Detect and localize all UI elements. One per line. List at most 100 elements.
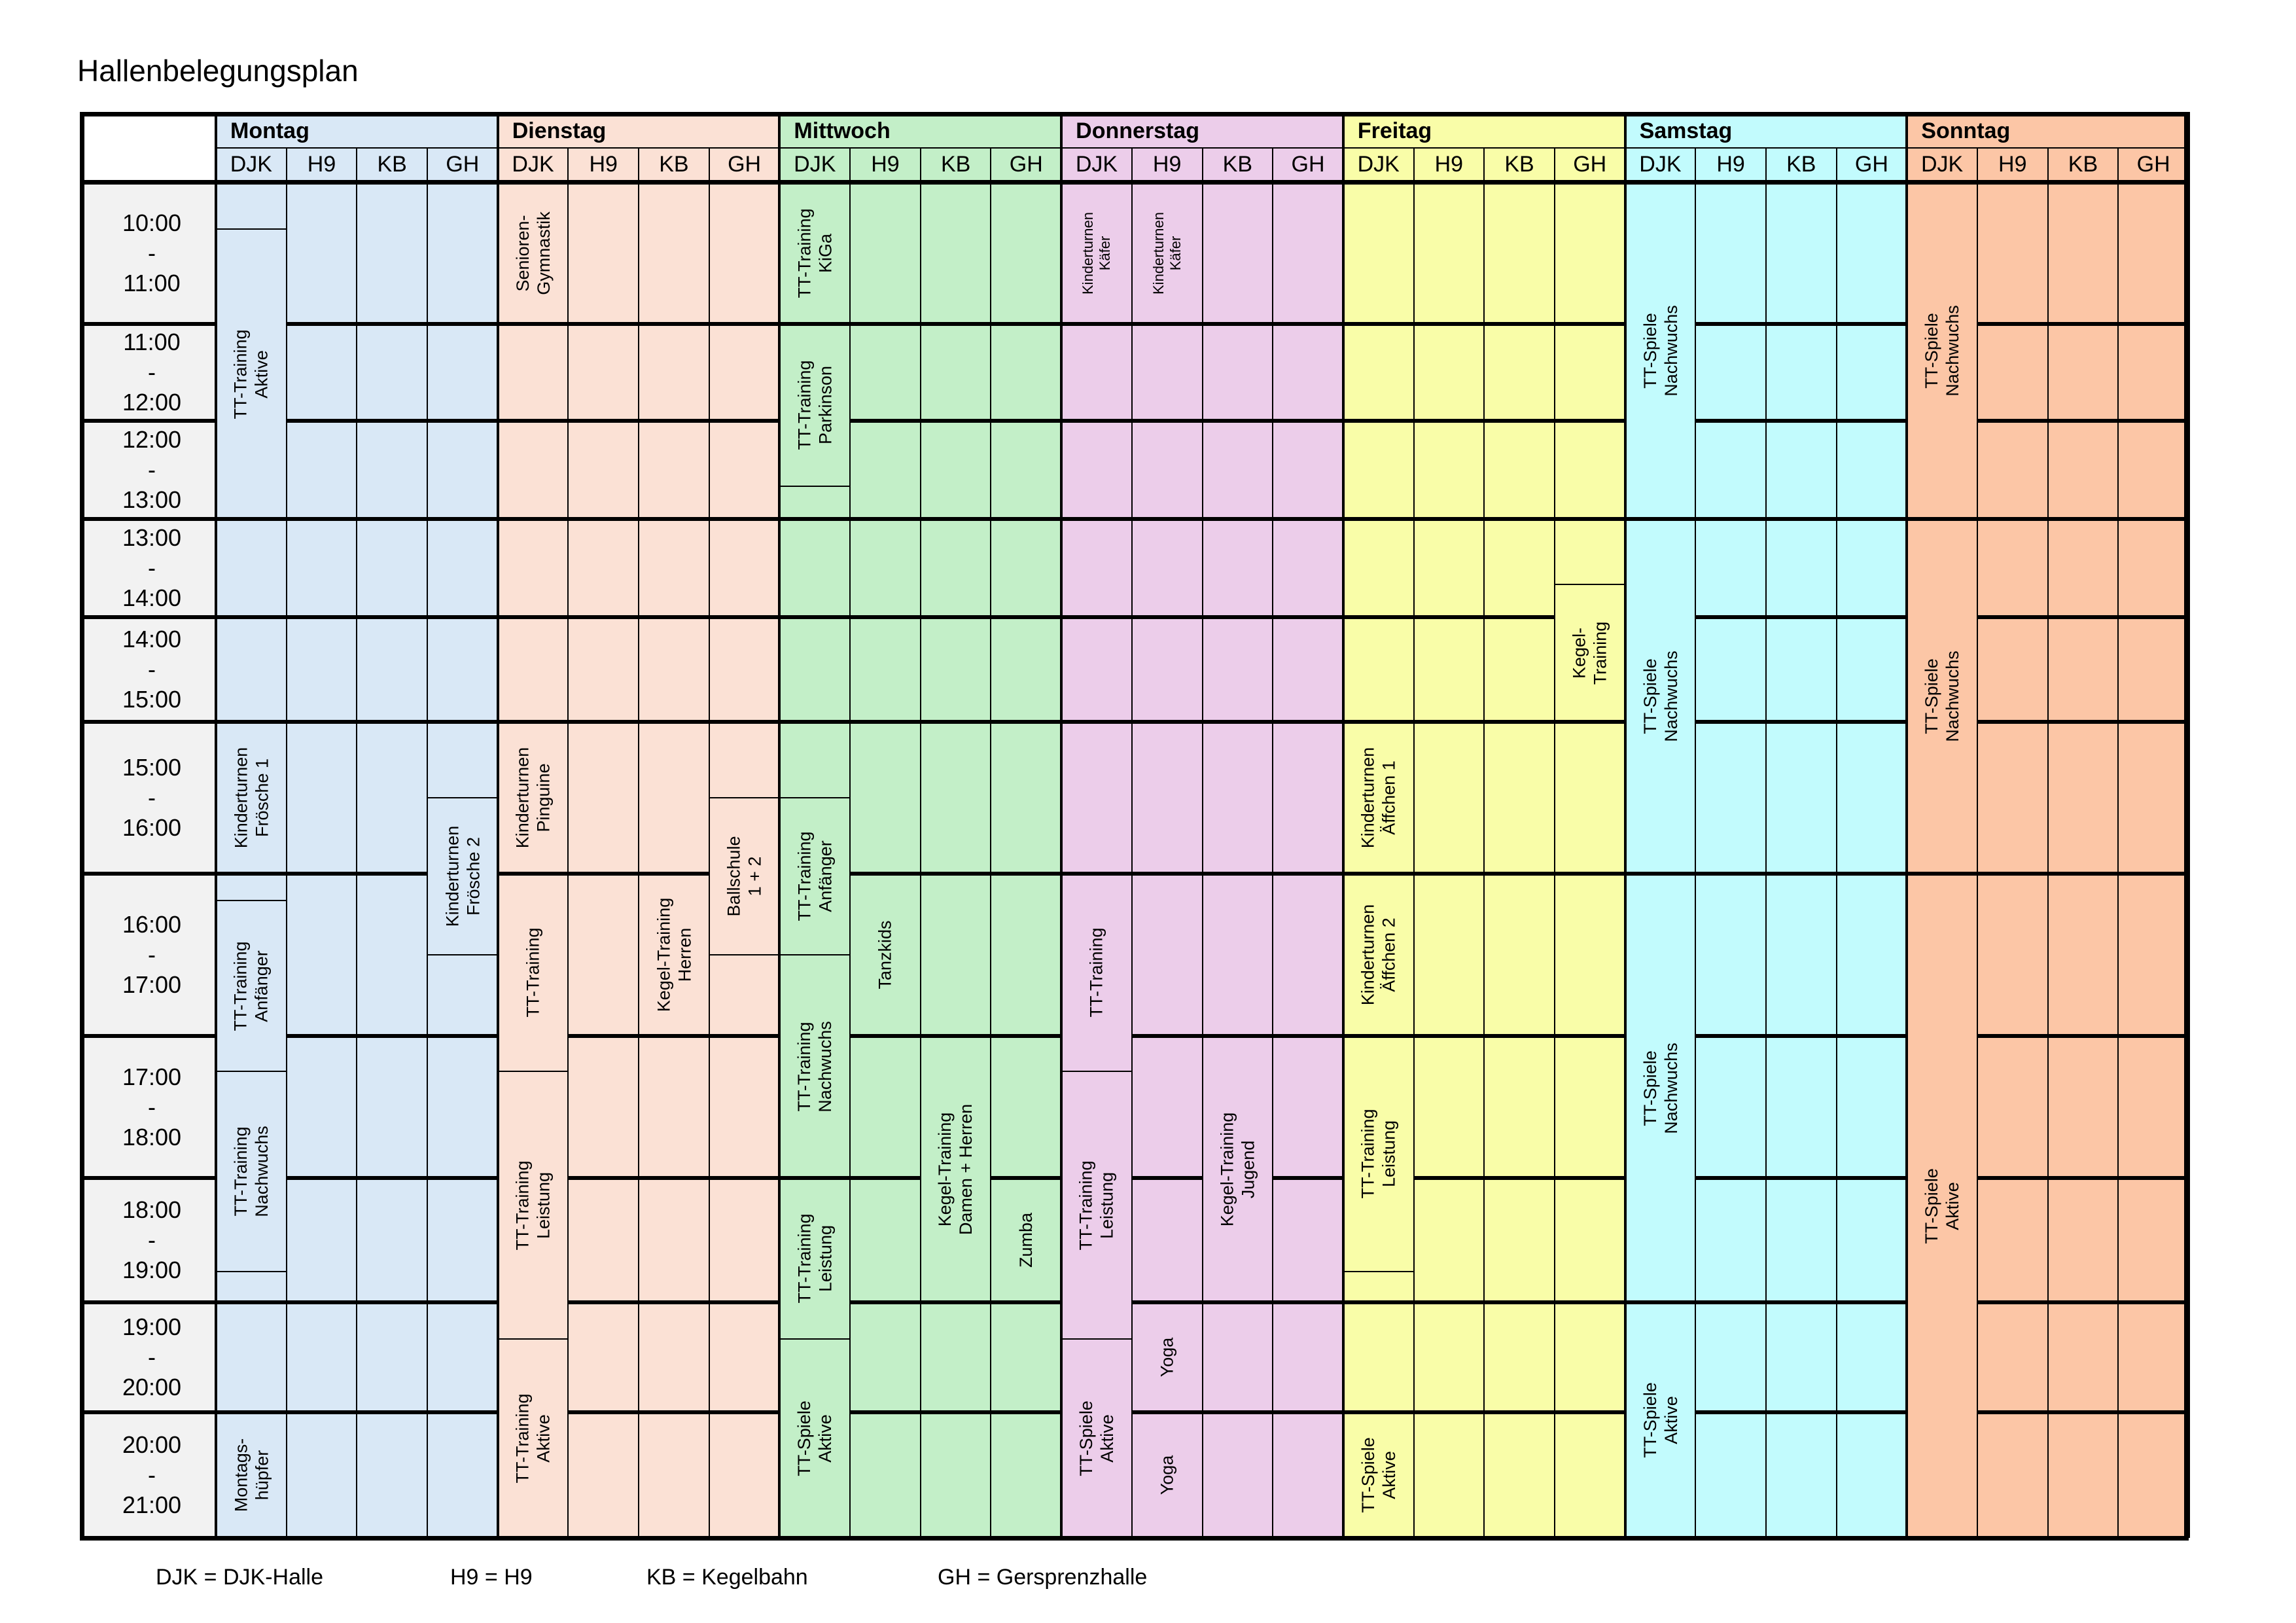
hall-divider bbox=[1131, 148, 1133, 1538]
hour-line bbox=[1695, 322, 1907, 326]
booking-border bbox=[1554, 721, 1625, 722]
hour-line bbox=[286, 322, 1625, 326]
hour-line bbox=[850, 1410, 1062, 1414]
hall-divider bbox=[2117, 148, 2119, 1538]
booking-label: TT-Training Anfänger bbox=[230, 941, 272, 1031]
booking-label: Montags- hüpfer bbox=[230, 1438, 272, 1512]
day-header: Samstag bbox=[1639, 118, 1733, 143]
hour-line bbox=[1977, 419, 2189, 423]
hall-header: GH bbox=[446, 152, 480, 177]
hall-header: KB bbox=[1786, 152, 1816, 177]
booking-label: Kinderturnen Käfer bbox=[1079, 211, 1113, 294]
booking-label: TT-Training bbox=[1086, 927, 1106, 1018]
booking-label: TT-Training Aktive bbox=[230, 329, 272, 419]
hour-line bbox=[80, 1176, 216, 1180]
hour-line bbox=[1977, 1410, 2189, 1414]
time-label: 18:00-19:00 bbox=[122, 1196, 182, 1283]
hall-header: H9 bbox=[589, 152, 618, 177]
hour-line bbox=[1977, 720, 2189, 724]
time-label: 12:00-13:00 bbox=[122, 426, 182, 513]
day-divider bbox=[1060, 112, 1063, 1538]
hour-line bbox=[850, 419, 1625, 423]
hour-line bbox=[80, 1300, 498, 1304]
booking-label: TT-Training Parkinson bbox=[794, 360, 836, 450]
hour-line bbox=[497, 872, 709, 876]
hall-divider bbox=[1976, 148, 1978, 1538]
booking-label: Kinderturnen Äffchen 1 bbox=[1358, 747, 1399, 849]
hall-divider bbox=[356, 148, 358, 1538]
hour-line bbox=[80, 179, 2189, 185]
booking-label: Kegel-Training Jugend bbox=[1217, 1112, 1258, 1226]
hall-header: DJK bbox=[1075, 152, 1118, 177]
hour-line bbox=[80, 615, 1555, 619]
hour-line bbox=[1695, 1034, 1907, 1038]
hour-line bbox=[1273, 1176, 1343, 1180]
booking-border bbox=[216, 518, 287, 520]
hall-divider bbox=[1483, 148, 1485, 1538]
day-divider bbox=[496, 112, 499, 1538]
hall-header: GH bbox=[728, 152, 762, 177]
day-header: Dienstag bbox=[512, 118, 607, 143]
hall-header: KB bbox=[659, 152, 689, 177]
hall-header: H9 bbox=[1152, 152, 1182, 177]
booking-border bbox=[216, 1270, 287, 1272]
hour-line bbox=[286, 1034, 498, 1038]
hour-line bbox=[80, 1535, 2189, 1541]
booking-label: TT-Training bbox=[523, 927, 543, 1018]
hall-header: KB bbox=[1222, 152, 1253, 177]
booking-border bbox=[779, 486, 851, 487]
booking-border bbox=[709, 797, 780, 798]
booking-label: TT-Spiele Aktive bbox=[1076, 1400, 1117, 1476]
hall-header: KB bbox=[377, 152, 407, 177]
hour-line bbox=[1695, 720, 1907, 724]
hour-line bbox=[286, 419, 780, 423]
booking-label: Kinderturnen Pinguine bbox=[512, 747, 554, 849]
day-divider bbox=[215, 112, 217, 1538]
time-label: 11:00-12:00 bbox=[122, 329, 182, 416]
booking-label: TT-Training Leistung bbox=[512, 1160, 554, 1251]
booking-label: TT-Spiele Nachwuchs bbox=[1640, 651, 1681, 742]
booking-border bbox=[1343, 1035, 1414, 1037]
hall-divider bbox=[1765, 148, 1767, 1538]
hall-divider bbox=[1835, 148, 1837, 1538]
hall-divider bbox=[1695, 148, 1697, 1538]
hall-divider bbox=[919, 148, 921, 1538]
legend-djk: DJK = DJK-Halle bbox=[156, 1565, 324, 1590]
booking-label: Yoga bbox=[1157, 1337, 1177, 1378]
legend-gh: GH = Gersprenzhalle bbox=[938, 1565, 1148, 1590]
time-column-bg bbox=[80, 182, 216, 1538]
hall-header: DJK bbox=[512, 152, 554, 177]
day-header-line bbox=[216, 147, 2189, 149]
booking-border bbox=[1554, 584, 1625, 585]
booking-label: TT-Training Nachwuchs bbox=[230, 1126, 272, 1217]
hall-header: KB bbox=[2068, 152, 2098, 177]
booking-label: TT-Training Leistung bbox=[1076, 1160, 1117, 1251]
day-divider bbox=[2187, 112, 2190, 1538]
time-label: 16:00-17:00 bbox=[122, 911, 182, 998]
hour-line bbox=[1977, 322, 2189, 326]
hour-line bbox=[1695, 419, 1907, 423]
hall-divider bbox=[708, 148, 710, 1538]
hall-header: H9 bbox=[307, 152, 336, 177]
booking-label: TT-Spiele Nachwuchs bbox=[1640, 304, 1681, 397]
hall-divider bbox=[1413, 148, 1415, 1538]
booking-label: TT-Spiele Aktive bbox=[1358, 1437, 1399, 1513]
booking-border bbox=[216, 228, 287, 230]
hour-line bbox=[80, 720, 1625, 724]
hall-divider bbox=[285, 148, 287, 1538]
time-label: 13:00-14:00 bbox=[122, 524, 182, 611]
hall-header: DJK bbox=[1639, 152, 1682, 177]
booking-label: TT-Training Aktive bbox=[512, 1393, 554, 1484]
booking-label: Tanzkids bbox=[875, 920, 895, 990]
hall-header: H9 bbox=[1716, 152, 1745, 177]
booking-label: Kegel- Training bbox=[1569, 621, 1610, 685]
hall-divider bbox=[2047, 148, 2049, 1538]
hour-line bbox=[1413, 1176, 1625, 1180]
hour-line bbox=[850, 1300, 1062, 1304]
hall-header: GH bbox=[1291, 152, 1325, 177]
hour-line bbox=[568, 1034, 780, 1038]
hall-header: DJK bbox=[1921, 152, 1964, 177]
booking-border bbox=[216, 900, 287, 902]
booking-label: TT-Spiele Nachwuchs bbox=[1640, 1042, 1681, 1134]
